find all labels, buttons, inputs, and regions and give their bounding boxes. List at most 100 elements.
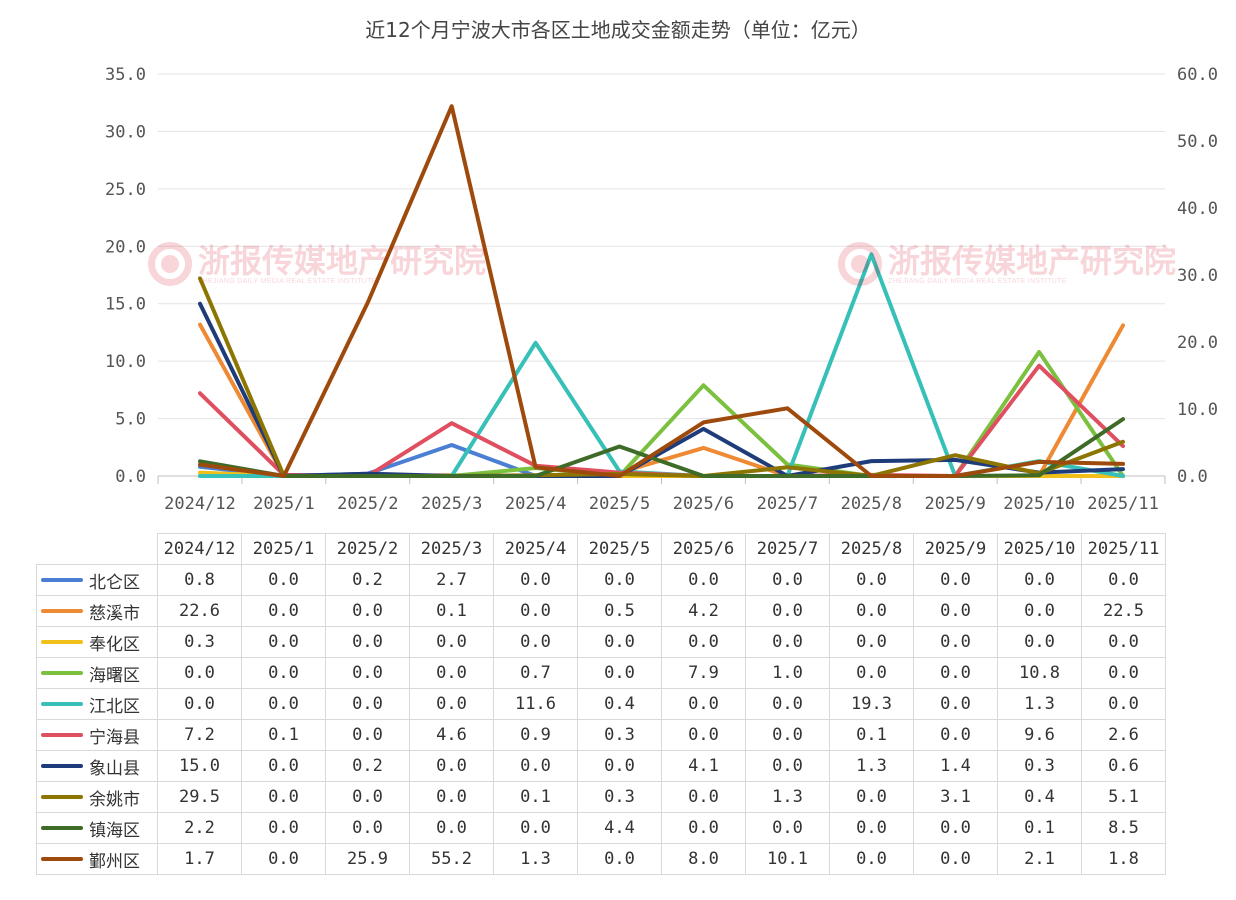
table-cell: 0.7 [493,657,578,689]
table-cell: 0.0 [997,626,1082,658]
legend-key [41,578,83,582]
table-cell: 0.2 [325,564,410,596]
legend-label: 鄞州区 [89,851,140,872]
legend-label: 北仑区 [89,572,140,593]
table-month-header: 2025/2 [325,533,410,565]
table-cell: 0.0 [1081,626,1166,658]
table-month-header: 2025/7 [745,533,830,565]
table-cell: 15.0 [157,750,242,782]
table-cell: 0.0 [1081,564,1166,596]
y-right-tick-label: 40.0 [1177,199,1218,219]
table-month-header: 2025/10 [997,533,1082,565]
y-right-tick-label: 50.0 [1177,132,1218,152]
y-right-tick-label: 0.0 [1177,467,1208,487]
table-cell: 0.1 [829,719,914,751]
x-tick-label: 2025/9 [924,494,985,514]
table-row-header: 镇海区 [36,812,158,844]
x-tick-label: 2025/6 [673,494,734,514]
y-left-tick-label: 20.0 [105,237,146,257]
legend-key [41,733,83,737]
chart-plot: 0.0 5.0 10.0 15.0 20.0 25.0 30.0 35.0 0.0 10.0 20.… [105,65,1218,514]
table-cell: 0.0 [661,812,746,844]
table-cell: 0.0 [997,595,1082,627]
table-cell: 0.0 [829,812,914,844]
table-row-header: 海曙区 [36,657,158,689]
table-cell: 10.8 [997,657,1082,689]
table-cell: 0.0 [913,688,998,720]
table-cell: 0.0 [661,719,746,751]
series-line-海曙区 [198,350,1125,478]
table-cell: 19.3 [829,688,914,720]
table-cell: 7.9 [661,657,746,689]
table-month-header: 2025/1 [241,533,326,565]
x-tick-label: 2025/5 [589,494,650,514]
table-month-header: 2024/12 [157,533,242,565]
legend-key [41,826,83,830]
table-row: 鄞州区 1.7 0.0 25.9 55.2 1.3 0.0 8.0 10.1 0.0 0.0 2.1 1… [36,843,1166,875]
table-cell: 0.0 [745,750,830,782]
table-cell: 4.2 [661,595,746,627]
legend-key [41,857,83,861]
legend-label: 象山县 [89,758,140,779]
table-cell: 0.0 [1081,657,1166,689]
table-month-header: 2025/5 [577,533,662,565]
x-tick-label: 2025/10 [1003,494,1075,514]
y-left-tick-label: 10.0 [105,352,146,372]
x-tick-label: 2025/11 [1087,494,1159,514]
table-cell: 0.0 [409,688,494,720]
table-row: 宁海县 7.2 0.1 0.0 4.6 0.9 0.3 0.0 0.0 0.1 0.0 9.6 2.6 [36,719,1166,751]
table-cell: 0.0 [913,626,998,658]
table-cell: 0.0 [241,595,326,627]
table-month-header: 2025/6 [661,533,746,565]
table-cell: 5.1 [1081,781,1166,813]
table-cell: 0.1 [997,812,1082,844]
table-row: 江北区 0.0 0.0 0.0 0.0 11.6 0.4 0.0 0.0 19.3 0.0 1.3 0.… [36,688,1166,720]
table-cell: 0.0 [577,657,662,689]
data-table: 2024/12 2025/1 2025/2 2025/3 2025/4 2025/5 202… [36,533,1166,875]
table-cell: 0.0 [241,657,326,689]
table-cell: 7.2 [157,719,242,751]
table-cell: 4.1 [661,750,746,782]
x-tick-label: 2025/2 [337,494,398,514]
table-row: 镇海区 2.2 0.0 0.0 0.0 0.0 4.4 0.0 0.0 0.0 0.0 0.1 8.5 [36,812,1166,844]
table-cell: 0.0 [913,812,998,844]
table-cell: 0.0 [745,564,830,596]
table-cell: 29.5 [157,781,242,813]
table-cell: 8.0 [661,843,746,875]
table-cell: 0.0 [577,564,662,596]
table-cell: 0.0 [745,719,830,751]
table-cell: 0.0 [913,595,998,627]
watermark-logo-icon [148,242,192,286]
table-cell: 0.0 [661,688,746,720]
table-row-header: 慈溪市 [36,595,158,627]
series-line-镇海区 [198,417,1125,478]
table-cell: 0.1 [241,719,326,751]
series-line-鄞州区 [198,104,1125,478]
table-month-header: 2025/9 [913,533,998,565]
table-cell: 25.9 [325,843,410,875]
table-row-header: 北仑区 [36,564,158,596]
table-cell: 0.0 [409,657,494,689]
table-cell: 1.8 [1081,843,1166,875]
table-cell: 2.2 [157,812,242,844]
table-cell: 55.2 [409,843,494,875]
watermark-subtext: ZHEJIANG DAILY MEDIA REAL ESTATE INSTITU… [198,277,377,285]
table-row: 海曙区 0.0 0.0 0.0 0.0 0.7 0.0 7.9 1.0 0.0 0.0 10.8 0.0 [36,657,1166,689]
table-cell: 0.0 [577,750,662,782]
table-cell: 0.0 [1081,688,1166,720]
table-cell: 0.0 [325,595,410,627]
table-row-header: 奉化区 [36,626,158,658]
y-left-tick-label: 30.0 [105,122,146,142]
table-cell: 0.0 [829,564,914,596]
chart-title: 近12个月宁波大市各区土地成交金额走势（单位：亿元） [365,18,871,42]
legend-key [41,671,83,675]
legend-label: 余姚市 [89,789,140,810]
table-cell: 0.0 [913,719,998,751]
table-cell: 4.4 [577,812,662,844]
table-cell: 0.0 [745,688,830,720]
table-cell: 0.0 [829,657,914,689]
table-cell: 0.0 [577,843,662,875]
table-cell: 0.0 [493,626,578,658]
table-cell: 0.0 [157,688,242,720]
table-cell: 0.0 [409,626,494,658]
